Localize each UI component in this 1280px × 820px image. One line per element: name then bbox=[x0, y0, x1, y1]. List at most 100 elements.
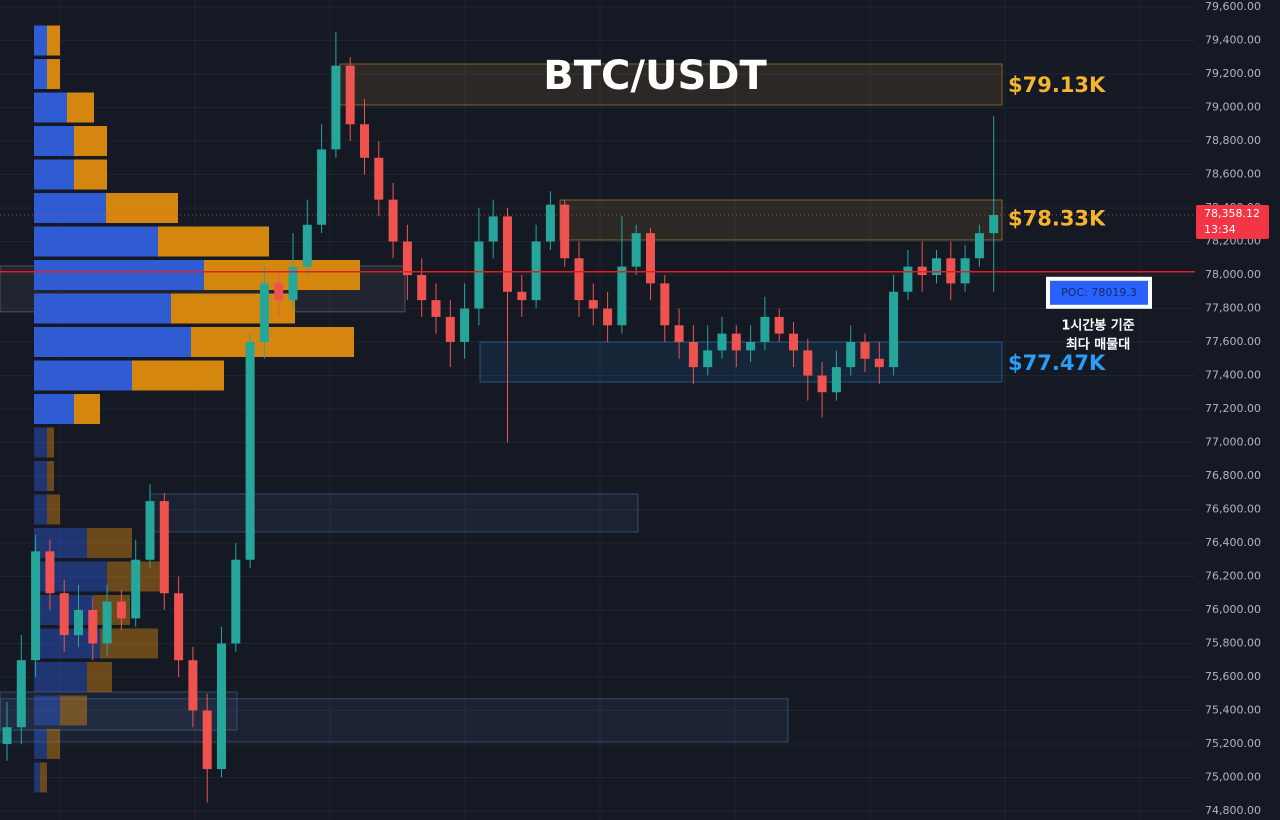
profile-sell bbox=[158, 226, 269, 257]
profile-sell bbox=[60, 695, 87, 726]
profile-sell bbox=[47, 494, 60, 525]
profile-buy bbox=[34, 25, 47, 56]
overlay: $79.13K $78.33K $77.47K POC: 78019.3 1시간봉 기준… bbox=[0, 73, 1269, 375]
profile-buy bbox=[34, 494, 47, 525]
profile-sell bbox=[47, 460, 54, 491]
profile-sell bbox=[74, 159, 107, 190]
candle-body bbox=[932, 258, 941, 276]
y-tick-label: 74,800.00 bbox=[1205, 804, 1261, 817]
candle-body bbox=[774, 316, 784, 334]
candle-body bbox=[874, 358, 884, 368]
profile-buy bbox=[34, 695, 60, 726]
candle-body bbox=[31, 551, 41, 661]
y-tick-label: 78,600.00 bbox=[1205, 168, 1261, 181]
zone bbox=[0, 691, 238, 731]
candle-body bbox=[746, 342, 756, 351]
profile-sell bbox=[40, 762, 47, 793]
candle-body bbox=[674, 325, 684, 343]
y-tick-label: 75,800.00 bbox=[1205, 636, 1261, 649]
candle-body bbox=[159, 501, 169, 594]
profile-buy bbox=[34, 293, 171, 324]
profile-sell bbox=[132, 360, 224, 391]
profile-buy bbox=[34, 226, 158, 257]
profile-buy bbox=[34, 427, 47, 458]
y-tick-label: 77,000.00 bbox=[1205, 435, 1261, 448]
profile-buy bbox=[34, 728, 47, 759]
y-tick-label: 78,800.00 bbox=[1205, 134, 1261, 147]
price-tag-label: 78,358.12 bbox=[1204, 207, 1260, 220]
profile-buy bbox=[34, 260, 204, 291]
profile-sell bbox=[47, 728, 60, 759]
profile-buy bbox=[34, 92, 67, 123]
profile-sell bbox=[74, 126, 107, 157]
profile-buy bbox=[34, 762, 40, 793]
y-tick-label: 79,000.00 bbox=[1205, 101, 1261, 114]
candle-body bbox=[417, 275, 427, 301]
candles bbox=[2, 32, 999, 803]
candle-body bbox=[860, 342, 870, 359]
candle-body bbox=[503, 216, 512, 292]
zone bbox=[559, 199, 1003, 241]
candle-body bbox=[960, 258, 970, 284]
candle-body bbox=[631, 233, 641, 267]
profile-sell bbox=[191, 327, 354, 358]
chart-title: BTC/USDT bbox=[543, 53, 767, 99]
y-tick-label: 75,400.00 bbox=[1205, 703, 1261, 716]
candle-body bbox=[259, 283, 269, 343]
candle-body bbox=[917, 266, 927, 276]
profile-buy bbox=[34, 159, 74, 190]
zone bbox=[339, 63, 1003, 106]
candle-body bbox=[474, 241, 484, 309]
y-tick-label: 76,400.00 bbox=[1205, 536, 1261, 549]
y-tick-label: 75,600.00 bbox=[1205, 670, 1261, 683]
candle-body bbox=[517, 291, 527, 301]
candle-body bbox=[45, 551, 55, 594]
y-tick-label: 79,200.00 bbox=[1205, 67, 1261, 80]
candle-body bbox=[488, 216, 498, 242]
candle-body bbox=[331, 65, 341, 150]
y-tick-label: 79,400.00 bbox=[1205, 34, 1261, 47]
profile-buy bbox=[34, 527, 87, 558]
candle-body bbox=[188, 660, 198, 711]
candle-body bbox=[145, 501, 155, 560]
y-tick-label: 77,600.00 bbox=[1205, 335, 1261, 348]
candle-body bbox=[974, 233, 984, 259]
candle-body bbox=[388, 199, 398, 242]
zone-label: $78.33K bbox=[1008, 207, 1106, 231]
profile-buy bbox=[34, 360, 132, 391]
candle-body bbox=[989, 215, 999, 234]
candle-body bbox=[16, 660, 26, 728]
candle-body bbox=[574, 258, 584, 301]
note: 1시간봉 기준 bbox=[1061, 317, 1134, 333]
zone-label: $77.47K bbox=[1008, 351, 1106, 375]
y-tick-label: 75,000.00 bbox=[1205, 770, 1261, 783]
candle-body bbox=[831, 367, 841, 393]
zone bbox=[479, 341, 1003, 383]
candle-body bbox=[717, 333, 727, 351]
price-tag bbox=[1196, 205, 1269, 240]
candle-body bbox=[345, 65, 355, 125]
profile-buy bbox=[34, 59, 47, 90]
y-tick-label: 75,200.00 bbox=[1205, 737, 1261, 750]
candle-body bbox=[102, 601, 112, 644]
profile-sell bbox=[87, 527, 132, 558]
candle-body bbox=[174, 593, 184, 661]
candle-body bbox=[288, 266, 298, 301]
profile-buy bbox=[34, 460, 47, 491]
zone bbox=[0, 698, 789, 743]
candle-body bbox=[231, 559, 241, 644]
candle-body bbox=[817, 375, 827, 393]
candle-body bbox=[116, 601, 126, 619]
candle-body bbox=[460, 308, 470, 343]
candle-body bbox=[302, 224, 312, 267]
candle-body bbox=[560, 204, 570, 259]
candle-body bbox=[660, 283, 670, 326]
candle-body bbox=[545, 204, 555, 242]
candle-body bbox=[603, 308, 613, 326]
y-tick-label: 78,000.00 bbox=[1205, 268, 1261, 281]
candle-body bbox=[202, 710, 212, 770]
candle-body bbox=[646, 233, 655, 284]
candle-body bbox=[946, 258, 956, 284]
